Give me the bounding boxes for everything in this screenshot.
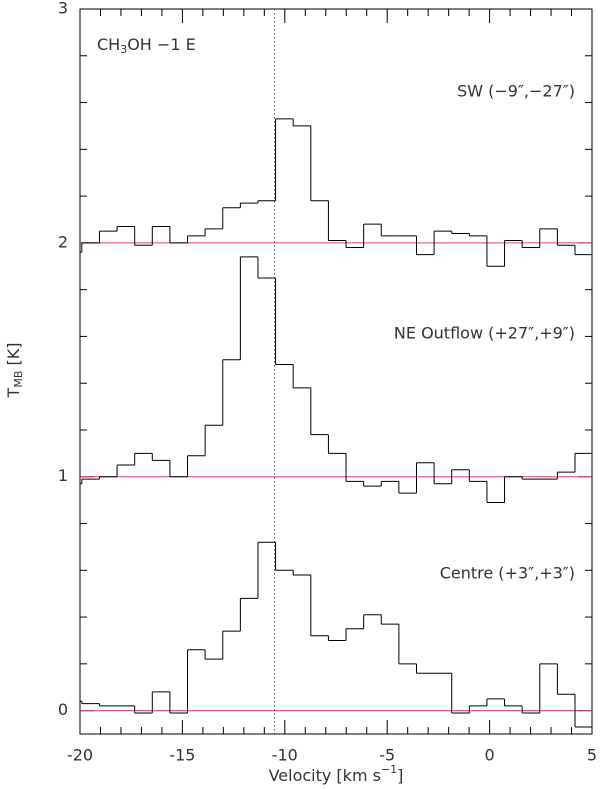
xlabel-sup: −1 — [381, 763, 397, 776]
title-part: OH −1 E — [127, 35, 196, 54]
frame — [79, 8, 593, 735]
title-sub: 3 — [120, 43, 127, 56]
y-axis-label: TMB [K] — [4, 343, 26, 399]
series-label: Centre (+3″,+3″) — [440, 564, 575, 583]
x-tick-label: 5 — [587, 746, 597, 765]
ylabel-part: [K] — [4, 343, 23, 371]
y-tick-label: 1 — [58, 466, 68, 485]
chart-title: CH3OH −1 E — [97, 35, 196, 57]
y-tick-label: 3 — [58, 0, 68, 18]
xlabel-part: ] — [397, 766, 403, 785]
series-label: NE Outflow (+27″,+9″) — [394, 324, 575, 343]
xlabel-part: Velocity [km s — [269, 766, 381, 785]
series-label: SW (−9″,−27″) — [457, 82, 575, 101]
x-tick-label: -15 — [169, 746, 195, 765]
plot-frame — [79, 8, 593, 735]
title-part: CH — [97, 35, 120, 54]
x-tick-label: 0 — [485, 746, 495, 765]
x-axis-label: Velocity [km s−1] — [269, 763, 404, 785]
x-tick-label: -20 — [67, 746, 93, 765]
y-tick-label: 0 — [58, 700, 68, 719]
ylabel-sub: MB — [12, 371, 25, 388]
x-tick-label: -10 — [272, 746, 298, 765]
y-tick-label: 2 — [58, 232, 68, 251]
ylabel-part: T — [4, 387, 23, 398]
x-tick-label: -5 — [379, 746, 395, 765]
plot-area — [80, 9, 592, 734]
